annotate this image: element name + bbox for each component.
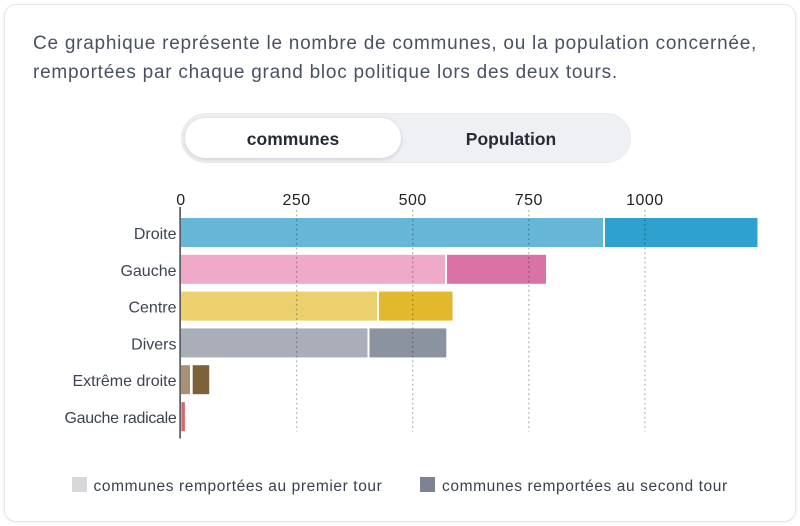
svg-text:Centre: Centre — [128, 300, 176, 317]
svg-text:Gauche: Gauche — [120, 263, 176, 280]
svg-text:Gauche radicale: Gauche radicale — [64, 410, 176, 427]
svg-text:500: 500 — [399, 192, 427, 209]
svg-text:Droite: Droite — [134, 226, 177, 243]
svg-text:Extrême droite: Extrême droite — [72, 373, 176, 390]
svg-text:1000: 1000 — [626, 192, 664, 209]
svg-text:250: 250 — [282, 192, 310, 209]
svg-text:750: 750 — [515, 192, 543, 209]
svg-text:0: 0 — [176, 192, 185, 209]
svg-text:Divers: Divers — [131, 336, 176, 353]
